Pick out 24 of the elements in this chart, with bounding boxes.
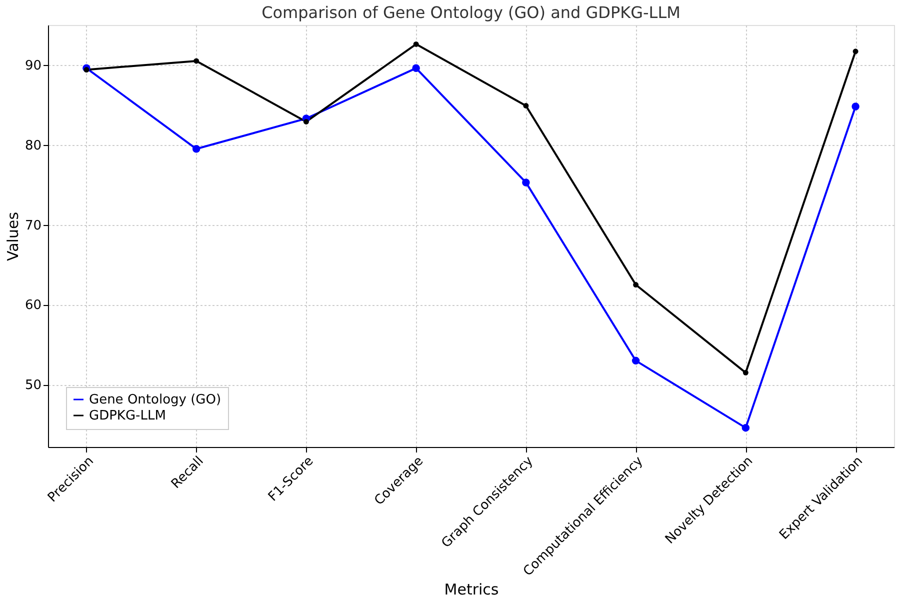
legend-label: Gene Ontology (GO) [89, 392, 222, 408]
legend-label: GDPKG-LLM [89, 408, 166, 424]
y-tick-label: 50 [24, 378, 42, 394]
point [523, 102, 529, 108]
point [742, 424, 750, 432]
chart-title: Comparison of Gene Ontology (GO) and GDPKG-LLM [262, 3, 680, 22]
point [632, 356, 640, 365]
point [194, 58, 200, 64]
point [413, 41, 419, 47]
point [522, 178, 530, 186]
point [852, 48, 858, 54]
y-axis-title: Values [4, 212, 22, 262]
y-tick-label: 70 [24, 218, 42, 234]
y-tick-label: 60 [24, 298, 42, 314]
y-tick-label: 90 [24, 58, 42, 74]
point [412, 64, 420, 72]
point [633, 282, 639, 288]
point [192, 145, 200, 153]
point [852, 102, 860, 110]
y-tick-label: 80 [24, 138, 42, 154]
point [742, 370, 748, 376]
point [303, 118, 309, 124]
x-axis-title: Metrics [444, 580, 499, 599]
point [84, 67, 90, 72]
